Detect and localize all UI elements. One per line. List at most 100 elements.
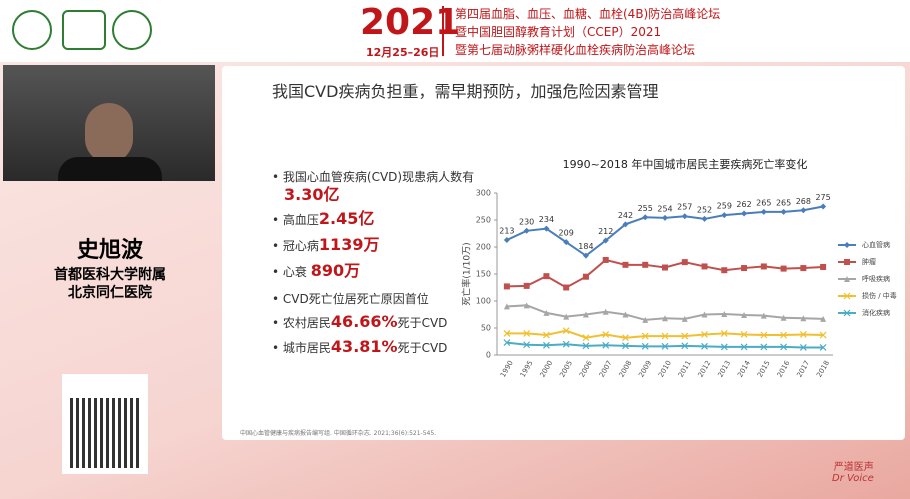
marker	[760, 343, 768, 351]
forum-line: 第四届血脂、血压、血糖、血栓(4B)防治高峰论坛	[455, 7, 721, 21]
marker	[701, 263, 708, 270]
divider	[442, 6, 444, 56]
marker	[622, 221, 629, 228]
bullet-value: 3.30亿	[284, 181, 339, 205]
marker	[760, 331, 768, 339]
y-tick-label: 50	[481, 324, 491, 333]
marker	[721, 212, 728, 219]
data-label: 254	[657, 204, 672, 213]
bullet: • 农村居民46.66%死于CVD	[272, 312, 448, 331]
marker	[681, 315, 688, 322]
marker	[503, 329, 511, 337]
legend-label: 心血管病	[862, 240, 890, 249]
legend-label: 肿瘤	[862, 257, 876, 266]
data-label: 275	[815, 193, 830, 202]
bullet-number: 890万	[310, 261, 361, 280]
marker	[503, 236, 510, 243]
marker	[800, 265, 807, 272]
marker	[820, 203, 827, 210]
marker	[780, 314, 787, 321]
marker	[542, 341, 550, 349]
bullet-number: 3.30亿	[284, 185, 340, 204]
marker	[523, 302, 530, 309]
marker	[562, 327, 570, 335]
bullet-text: 我国心血管疾病(CVD)现患病人数有	[282, 170, 475, 184]
y-axis-label: 死亡率(1/10万)	[461, 242, 473, 305]
data-label: 265	[756, 198, 771, 207]
marker	[582, 252, 589, 259]
marker	[720, 343, 728, 351]
x-tick-label: 2007	[598, 359, 614, 378]
data-label: 230	[519, 217, 534, 226]
y-tick-label: 200	[476, 243, 491, 252]
marker	[800, 315, 807, 322]
marker	[622, 261, 629, 268]
marker	[760, 263, 767, 270]
marker	[741, 312, 748, 319]
marker	[661, 342, 669, 350]
speaker-video	[3, 65, 215, 181]
x-tick-label: 2013	[716, 359, 732, 378]
legend-label: 呼吸疾病	[862, 274, 890, 283]
marker	[562, 340, 570, 348]
marker	[799, 331, 807, 338]
marker	[843, 309, 851, 317]
bullet-text: 高血压	[282, 213, 319, 227]
bullet-text: 冠心病	[282, 239, 319, 253]
marker	[662, 214, 668, 221]
speaker-affiliation: 首都医科大学附属 北京同仁医院	[0, 266, 220, 302]
marker	[740, 343, 748, 351]
marker	[542, 331, 550, 339]
data-label: 209	[559, 229, 574, 238]
marker	[563, 284, 570, 291]
marker	[681, 213, 688, 220]
bullet-text: 死于CVD	[397, 316, 448, 330]
x-tick-label: 1990	[499, 359, 515, 378]
marker	[642, 261, 649, 268]
marker	[780, 331, 788, 339]
qr-code	[70, 398, 140, 468]
marker	[503, 339, 511, 347]
data-label: 268	[796, 197, 811, 206]
series-line	[506, 205, 824, 257]
marker	[602, 331, 610, 338]
marker	[681, 342, 689, 350]
reference: 中国心血管健康与疾病报告编写组. 中国循环杂志. 2021;36(6):521-…	[240, 430, 437, 437]
chart-title: 1990~2018 年中国城市居民主要疾病死亡率变化	[563, 157, 808, 171]
bullet: • 城市居民43.81%死于CVD	[272, 337, 448, 356]
marker	[622, 311, 629, 318]
marker	[741, 265, 748, 272]
marker	[642, 214, 649, 221]
x-tick-label: 2014	[736, 359, 752, 379]
bullet: • 心衰 890万	[272, 261, 361, 280]
marker	[844, 276, 850, 282]
logo	[62, 10, 106, 50]
bullet: • 我国心血管疾病(CVD)现患病人数有	[272, 170, 475, 184]
data-label: 265	[776, 198, 791, 207]
marker	[582, 273, 589, 280]
legend-label: 消化疾病	[862, 308, 890, 317]
marker	[661, 332, 669, 340]
bullet-text: 农村居民	[282, 316, 331, 330]
logo	[112, 10, 152, 50]
marker	[503, 303, 510, 310]
marker	[622, 342, 629, 350]
data-label: 262	[736, 200, 751, 209]
watermark-en: Dr Voice	[832, 473, 874, 484]
marker	[843, 292, 851, 300]
qr-card	[62, 374, 148, 474]
watermark-cn: 严道医声	[833, 462, 874, 473]
marker	[741, 210, 748, 217]
marker	[503, 283, 510, 290]
marker	[760, 312, 767, 319]
legend-label: 损伤 / 中毒	[862, 291, 897, 300]
marker	[543, 309, 550, 316]
marker	[563, 313, 570, 320]
marker	[740, 331, 748, 338]
marker	[820, 315, 827, 322]
marker	[701, 311, 708, 318]
bullet-number: 2.45亿	[318, 209, 375, 228]
marker	[720, 329, 728, 337]
x-tick-label: 2009	[637, 359, 653, 378]
marker	[642, 316, 649, 323]
